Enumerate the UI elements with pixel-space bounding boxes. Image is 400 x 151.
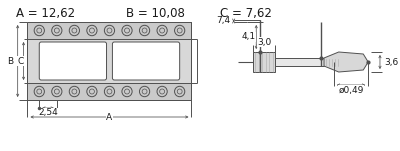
Bar (275, 58, 324, 66)
Text: 2,54: 2,54 (38, 109, 58, 117)
Text: A: A (106, 112, 112, 122)
Text: C = 7,62: C = 7,62 (220, 7, 272, 20)
Polygon shape (324, 52, 368, 72)
Text: B = 10,08: B = 10,08 (126, 7, 184, 20)
Text: A = 12,62: A = 12,62 (16, 7, 75, 20)
Text: ø0,49: ø0,49 (338, 85, 364, 95)
Text: 3,6: 3,6 (384, 58, 398, 66)
Bar (28, 22, 192, 100)
Bar (28, 22, 192, 39)
Bar (253, 52, 275, 72)
Text: 7,4: 7,4 (217, 16, 231, 26)
Bar (28, 83, 192, 100)
FancyBboxPatch shape (39, 42, 106, 80)
Text: B: B (7, 56, 13, 66)
Text: 3,0: 3,0 (257, 37, 271, 47)
FancyBboxPatch shape (112, 42, 180, 80)
Text: 4,1: 4,1 (241, 32, 255, 42)
Text: C: C (17, 56, 24, 66)
